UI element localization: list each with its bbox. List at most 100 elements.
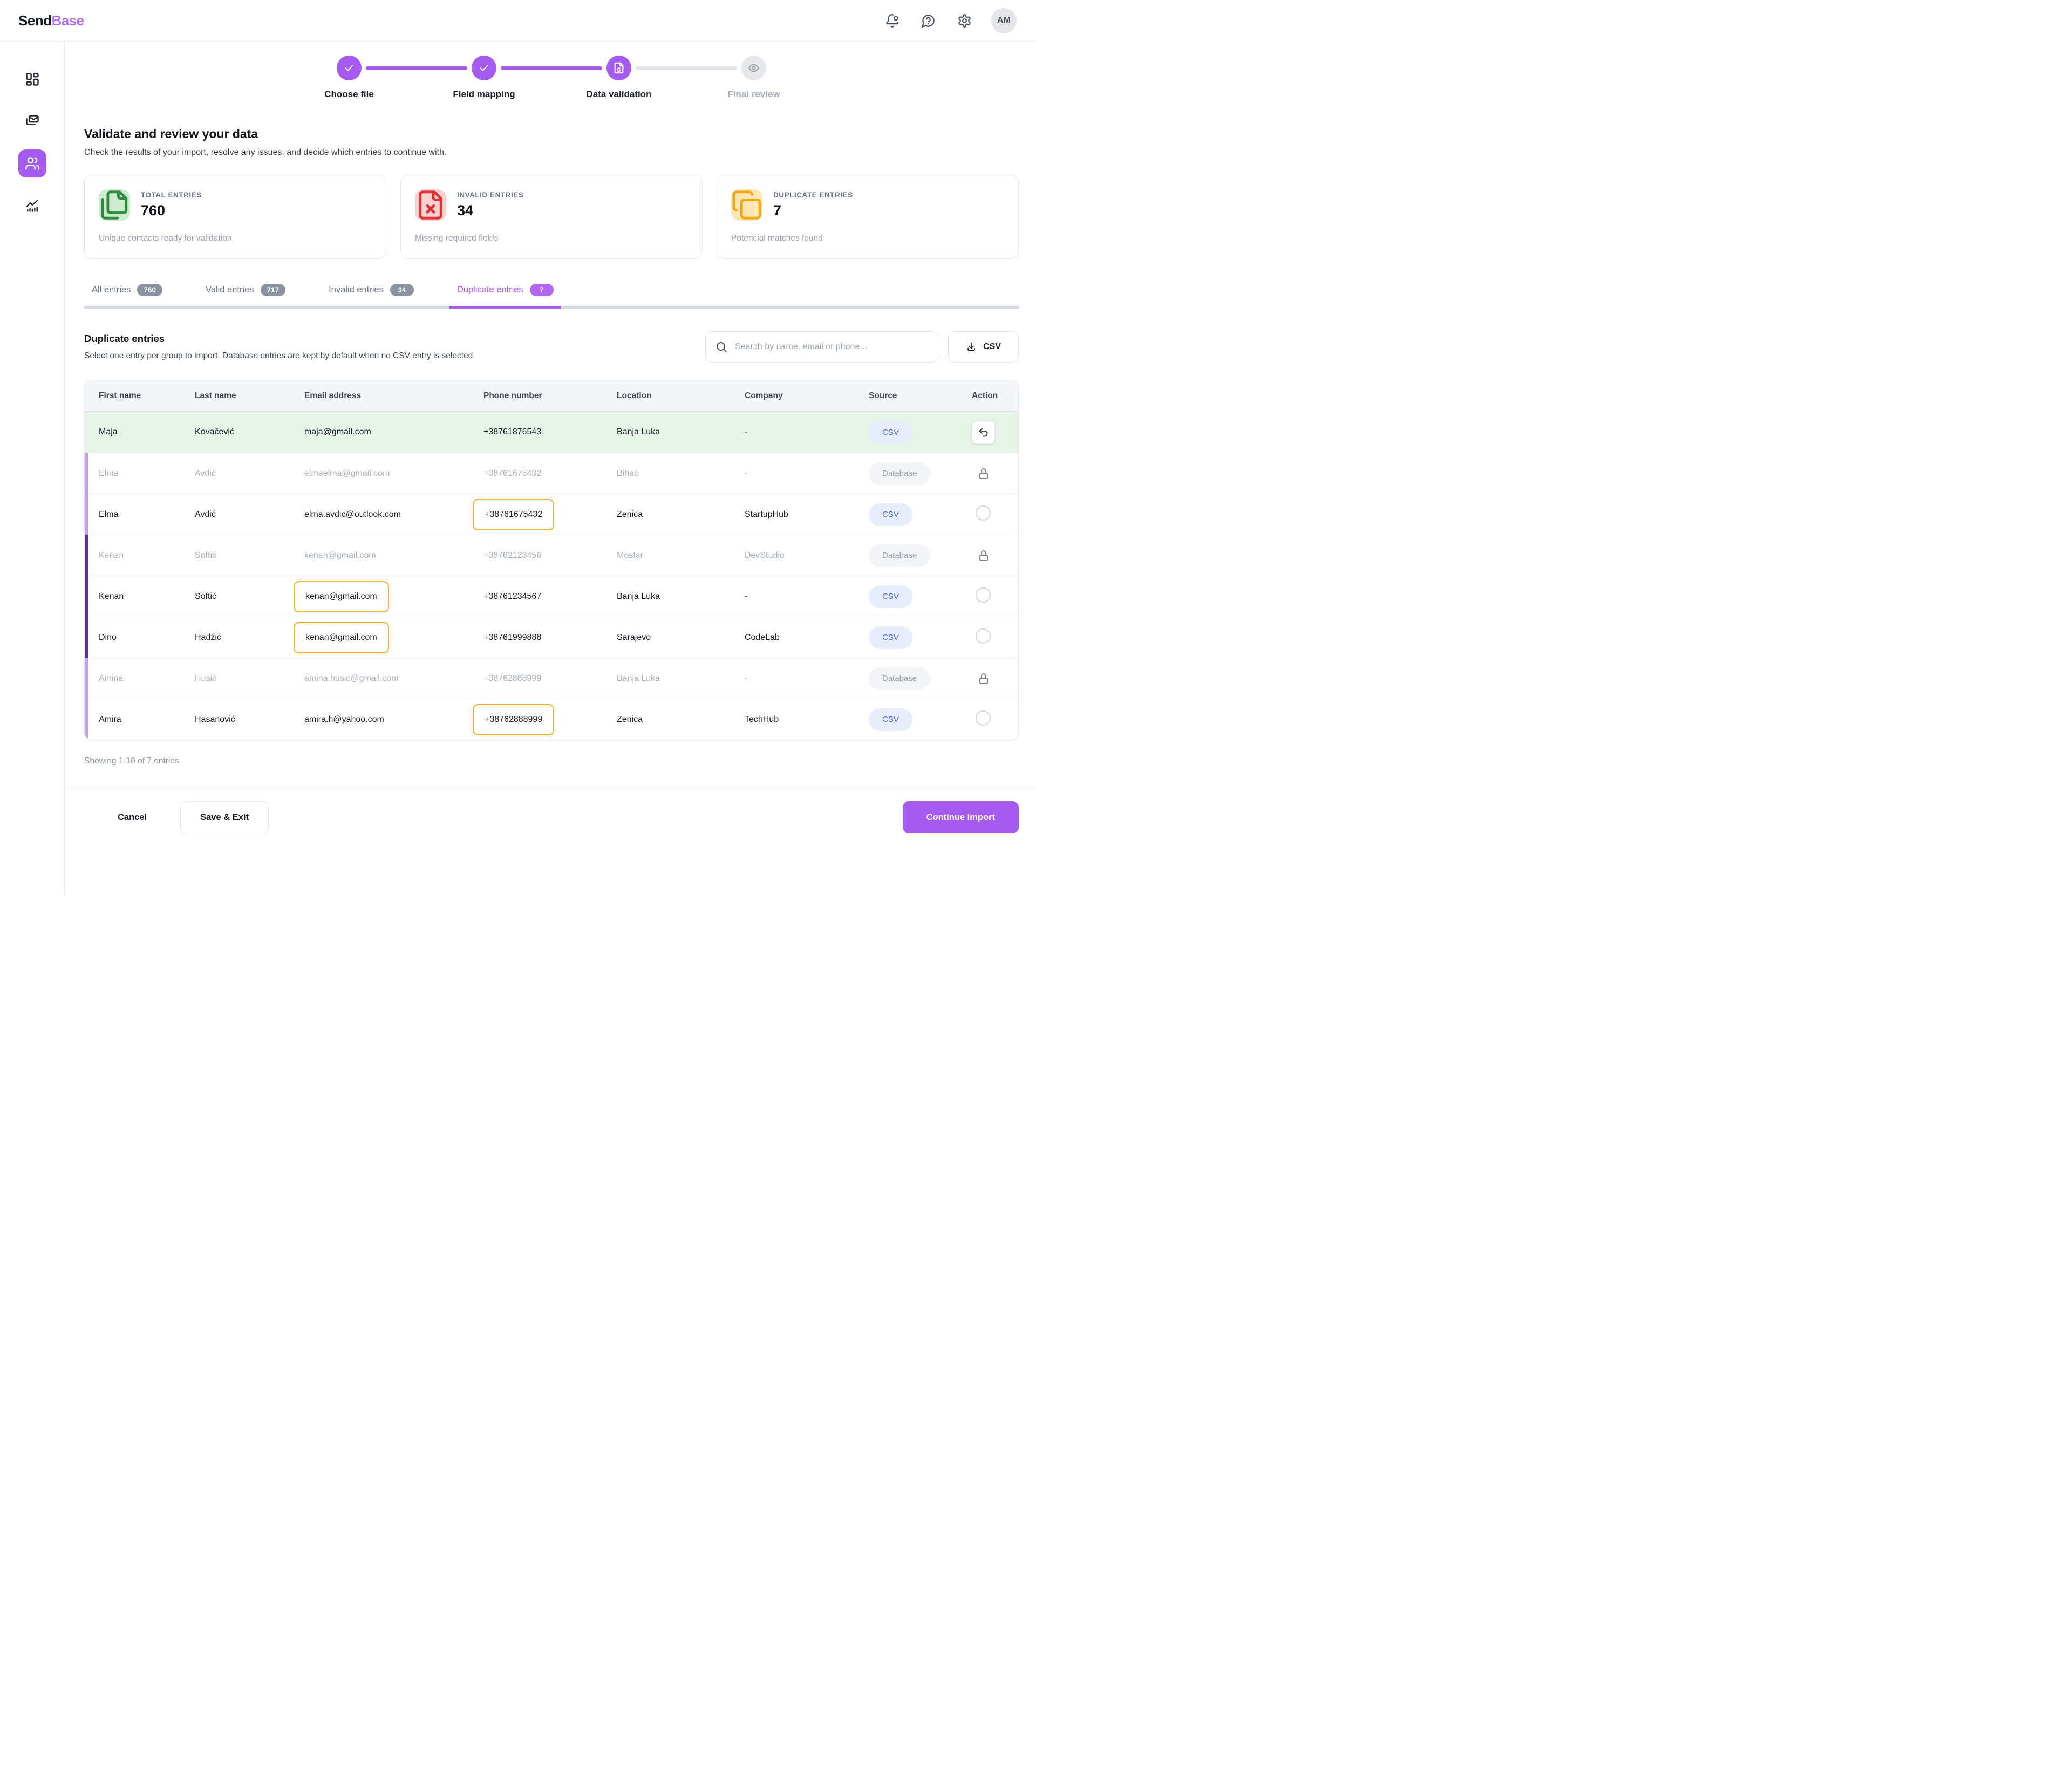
cell-location: Zenica xyxy=(617,509,643,519)
sidebar-item-dashboard[interactable] xyxy=(18,65,46,93)
cell-last-name: Husić xyxy=(195,673,217,683)
cell-email: amina.husic@gmail.com xyxy=(304,673,399,683)
table-row: Dino Hadžić kenan@gmail.com +38761999888 Sar… xyxy=(85,617,1018,658)
stat-card: INVALID ENTRIES 34 Missing required fields xyxy=(400,175,703,259)
source-badge-csv: CSV xyxy=(869,708,912,731)
step-connector xyxy=(636,66,737,70)
step-current-circle[interactable] xyxy=(606,56,631,80)
duplicate-conflict-highlight: +38762888999 xyxy=(473,703,555,735)
tab-all-entries[interactable]: All entries 760 xyxy=(84,284,170,309)
cell-email: kenan@gmail.com xyxy=(304,550,376,560)
tab-label: All entries xyxy=(92,285,131,295)
cell-first-name: Maja xyxy=(99,427,118,436)
undo-icon xyxy=(978,427,989,438)
cell-last-name: Softić xyxy=(195,550,217,560)
settings-gear-icon[interactable] xyxy=(957,13,972,28)
stat-label: DUPLICATE ENTRIES xyxy=(773,191,853,199)
users-icon xyxy=(25,156,40,171)
tab-duplicate-entries[interactable]: Duplicate entries 7 xyxy=(449,284,561,309)
source-badge-csv: CSV xyxy=(869,503,912,526)
pagination-status: Showing 1-10 of 7 entries xyxy=(84,756,179,766)
stat-card: TOTAL ENTRIES 760 Unique contacts ready fo… xyxy=(84,175,386,259)
select-entry-radio[interactable] xyxy=(976,628,991,644)
section-header: Duplicate entries Select one entry per g… xyxy=(84,331,1019,363)
duplicate-conflict-highlight: kenan@gmail.com xyxy=(294,621,389,653)
column-header: Email address xyxy=(304,391,362,400)
continue-import-button[interactable]: Continue import xyxy=(902,801,1019,833)
table-row: Amira Hasanović amira.h@yahoo.com +38762888… xyxy=(85,699,1018,740)
cell-phone: +38761999888 xyxy=(483,632,542,642)
cell-company: StartupHub xyxy=(745,509,788,519)
cell-company: - xyxy=(745,427,748,436)
source-badge-csv: CSV xyxy=(869,421,912,443)
tab-count-badge: 760 xyxy=(137,284,162,296)
stat-description: Missing required fields xyxy=(415,234,499,243)
save-exit-button[interactable]: Save & Exit xyxy=(180,801,269,833)
tab-count-badge: 7 xyxy=(529,284,554,296)
cell-email: kenan@gmail.com xyxy=(294,580,483,612)
cell-action xyxy=(972,628,1018,646)
cell-phone: +38761675432 xyxy=(473,498,617,530)
step-connector xyxy=(366,66,467,70)
help-icon[interactable] xyxy=(921,13,936,28)
cell-phone: +38762888999 xyxy=(483,673,542,683)
cell-company: DevStudio xyxy=(745,550,785,560)
source-badge-csv: CSV xyxy=(869,626,912,649)
cancel-button[interactable]: Cancel xyxy=(118,812,147,822)
select-entry-radio[interactable] xyxy=(976,505,991,521)
cell-source: CSV xyxy=(869,421,972,443)
sidebar xyxy=(0,42,65,895)
stepper-labels: Choose file Field mapping Data validation F… xyxy=(282,89,821,100)
cell-phone: +38761675432 xyxy=(483,468,542,478)
table-row: Kenan Softić kenan@gmail.com +38762123456 Mo… xyxy=(85,535,1018,576)
select-entry-radio[interactable] xyxy=(976,587,991,603)
tab-label: Invalid entries xyxy=(329,285,384,295)
eye-icon xyxy=(748,62,760,74)
cell-source: CSV xyxy=(869,585,972,608)
cell-last-name: Softić xyxy=(195,591,217,601)
column-header: Source xyxy=(869,391,897,400)
cell-location: Banja Luka xyxy=(617,591,660,601)
undo-selection-button[interactable] xyxy=(972,420,995,444)
search-input[interactable] xyxy=(705,331,939,363)
cell-first-name: Kenan xyxy=(99,550,124,560)
copy-icon xyxy=(731,189,762,221)
logo-accent: Base xyxy=(51,12,85,29)
cell-action xyxy=(972,710,1018,728)
cell-company: CodeLab xyxy=(745,632,780,642)
sidebar-item-campaigns[interactable] xyxy=(18,107,46,135)
notifications-bell-icon[interactable] xyxy=(885,13,899,28)
step-label: Final review xyxy=(727,89,780,99)
mails-icon xyxy=(25,114,40,129)
cell-source: Database xyxy=(869,544,972,567)
tab-invalid-entries[interactable]: Invalid entries 34 xyxy=(321,284,421,309)
stat-label: TOTAL ENTRIES xyxy=(141,191,202,199)
lock-icon xyxy=(977,549,990,562)
step-completed-circle[interactable] xyxy=(337,56,362,80)
cell-action xyxy=(972,467,1018,480)
table-row: Elma Avdić elma.avdic@outlook.com +38761675… xyxy=(85,494,1018,535)
tab-label: Valid entries xyxy=(205,285,254,295)
sidebar-item-analytics[interactable] xyxy=(18,192,46,220)
search-icon xyxy=(715,340,728,353)
user-avatar[interactable]: AM xyxy=(991,8,1017,33)
stat-description: Unique contacts ready for validation xyxy=(99,234,232,243)
tab-label: Duplicate entries xyxy=(456,285,523,295)
select-entry-radio[interactable] xyxy=(976,710,991,726)
file-x-icon xyxy=(415,189,446,221)
lock-icon xyxy=(977,672,990,685)
step-completed-circle[interactable] xyxy=(472,56,496,80)
cell-source: CSV xyxy=(869,708,972,731)
column-header: Company xyxy=(745,391,783,400)
cell-location: Sarajevo xyxy=(617,632,651,642)
tabs: All entries 760 Valid entries 717 Invalid en… xyxy=(84,284,1019,309)
sidebar-item-contacts[interactable] xyxy=(18,149,46,177)
export-csv-button[interactable]: CSV xyxy=(948,331,1019,363)
column-header: Phone number xyxy=(483,391,542,400)
cell-first-name: Elma xyxy=(99,468,119,478)
stats-cards: TOTAL ENTRIES 760 Unique contacts ready fo… xyxy=(84,175,1019,259)
cell-phone: +38762888999 xyxy=(473,703,617,735)
tab-valid-entries[interactable]: Valid entries 717 xyxy=(198,284,293,309)
step-label: Choose file xyxy=(324,89,374,99)
cell-last-name: Hadžić xyxy=(195,632,221,642)
